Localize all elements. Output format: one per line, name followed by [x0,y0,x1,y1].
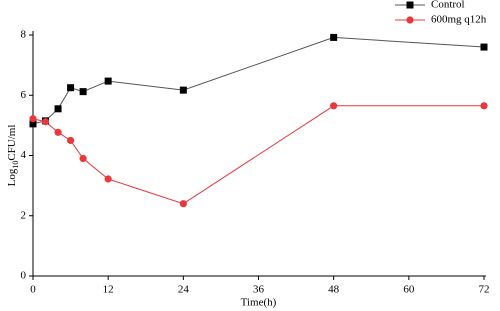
marker [330,102,338,110]
y-tick-label: 0 [21,270,27,282]
marker [29,115,37,123]
marker [54,105,62,113]
series-line [32,105,484,205]
x-axis-label: Time(h) [241,297,277,309]
marker [41,118,50,126]
marker [104,77,112,85]
marker [179,200,187,208]
x-tick-label: 0 [30,284,36,296]
y-axis-label-part: CFU/ml [6,125,18,161]
marker [66,136,75,145]
marker [79,154,87,163]
y-tick-label: 2 [21,209,27,221]
marker [29,120,37,128]
marker [480,43,488,51]
marker [54,128,62,136]
y-tick-label: 4 [21,149,27,161]
y-axis-label-part: 10 [11,161,20,169]
marker [104,175,112,183]
y-axis-label: Log10CFU/ml [6,125,20,187]
series-line [32,36,485,125]
x-tick-label: 48 [328,284,340,296]
x-tick-label: 60 [403,284,415,296]
y-tick-label: 6 [21,89,27,101]
marker [67,84,75,92]
x-tick-label: 12 [103,284,114,296]
legend-label: Control [431,0,465,11]
x-tick-label: 72 [479,284,490,296]
marker [179,86,187,94]
marker [330,33,338,41]
y-tick-label: 8 [21,29,27,41]
marker [79,88,87,96]
x-tick-label: 36 [253,284,265,296]
legend-label: 600mg q12h [431,14,487,26]
legend-marker [406,1,414,9]
x-tick-label: 24 [178,284,190,296]
marker [480,102,488,110]
legend-marker [406,16,414,24]
y-axis-label-part: Log [6,168,18,186]
